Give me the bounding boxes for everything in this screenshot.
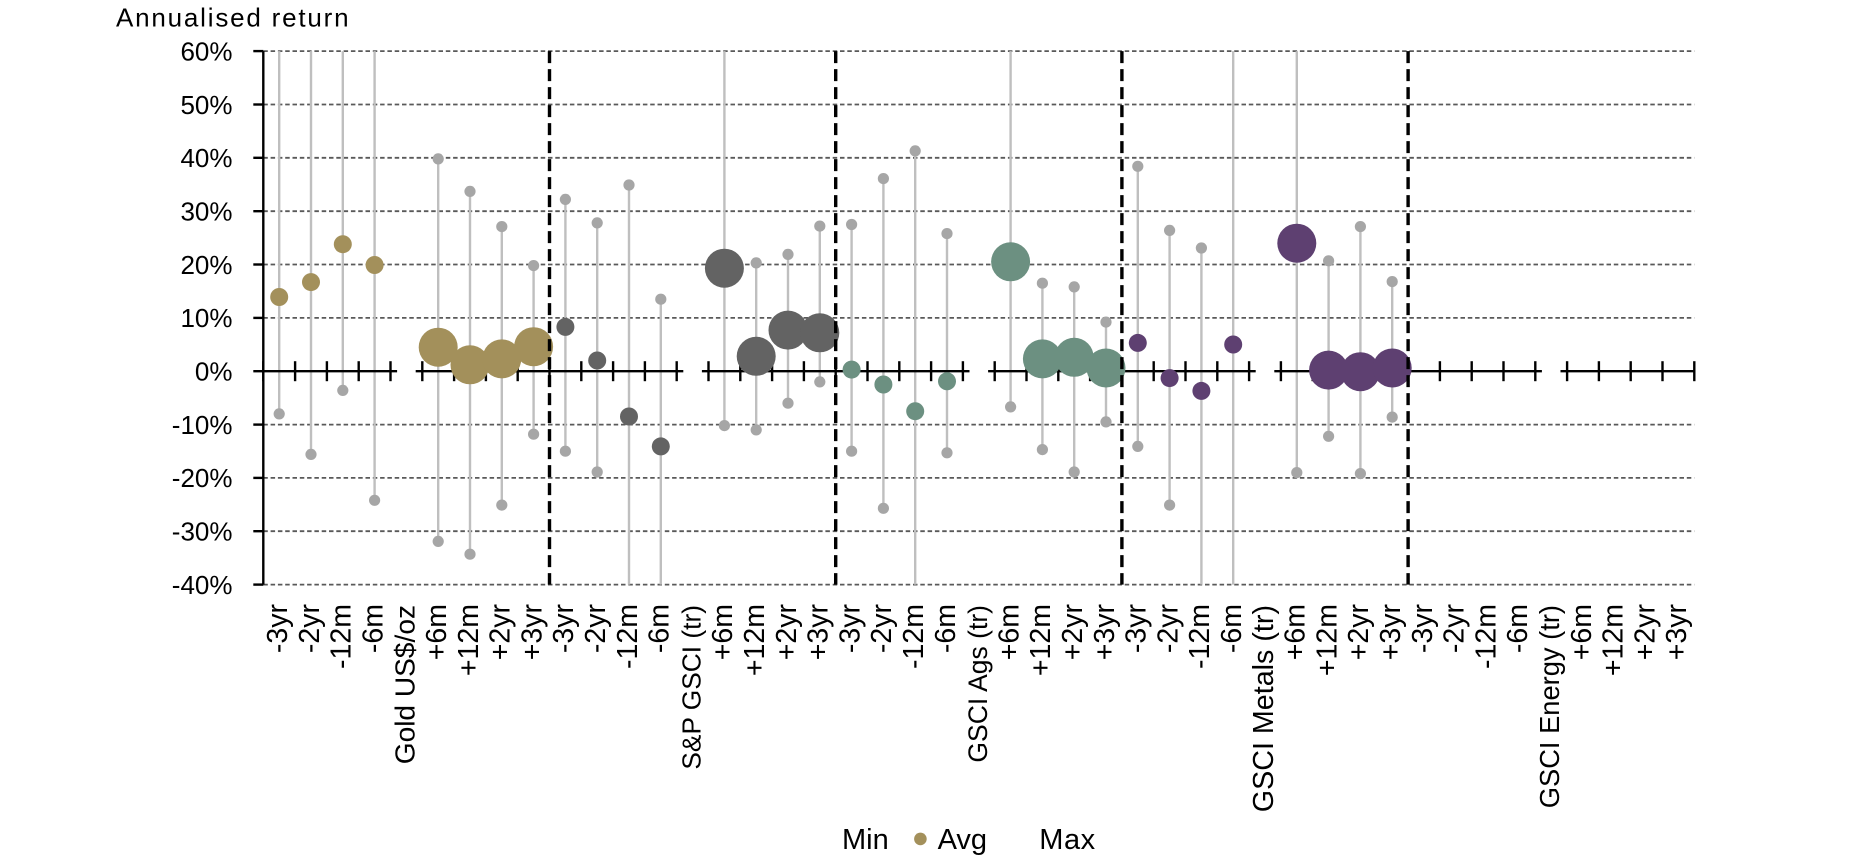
svg-text:+12m: +12m — [739, 604, 771, 676]
svg-text:+2yr: +2yr — [1629, 604, 1661, 661]
svg-text:-12m: -12m — [326, 604, 358, 669]
svg-text:0%: 0% — [195, 357, 233, 387]
svg-text:-2yr: -2yr — [866, 604, 898, 654]
svg-text:+2yr: +2yr — [485, 604, 517, 661]
svg-text:-6m: -6m — [357, 604, 389, 653]
svg-text:-12m: -12m — [898, 604, 930, 669]
svg-text:20%: 20% — [180, 250, 232, 280]
svg-text:+12m: +12m — [453, 604, 485, 676]
svg-text:+2yr: +2yr — [771, 604, 803, 661]
svg-text:-3yr: -3yr — [548, 604, 580, 654]
svg-text:-3yr: -3yr — [1121, 604, 1153, 654]
svg-text:+2yr: +2yr — [1057, 604, 1089, 661]
svg-text:-2yr: -2yr — [294, 604, 326, 654]
svg-text:+6m: +6m — [993, 604, 1025, 660]
svg-text:+12m: +12m — [1598, 604, 1630, 676]
svg-text:-6m: -6m — [1502, 604, 1534, 653]
svg-text:+3yr: +3yr — [1375, 604, 1407, 661]
svg-text:Annualised return: Annualised return — [116, 3, 350, 33]
svg-text:GSCI Energy (tr): GSCI Energy (tr) — [1534, 605, 1565, 808]
svg-text:40%: 40% — [180, 143, 232, 173]
svg-text:-3yr: -3yr — [834, 604, 866, 654]
svg-text:-12m: -12m — [612, 604, 644, 669]
svg-text:+3yr: +3yr — [803, 604, 835, 661]
svg-text:+6m: +6m — [707, 604, 739, 660]
svg-text:Min: Min — [842, 824, 889, 856]
svg-text:Gold US$/oz: Gold US$/oz — [389, 605, 420, 764]
svg-text:-30%: -30% — [172, 517, 233, 547]
svg-text:-12m: -12m — [1184, 604, 1216, 669]
svg-text:+3yr: +3yr — [516, 604, 548, 661]
svg-text:-20%: -20% — [172, 463, 233, 493]
svg-text:-6m: -6m — [930, 604, 962, 653]
svg-text:-3yr: -3yr — [262, 604, 294, 654]
svg-text:+2yr: +2yr — [1343, 604, 1375, 661]
svg-text:-2yr: -2yr — [1439, 604, 1471, 654]
svg-text:GSCI Ags (tr): GSCI Ags (tr) — [963, 605, 993, 763]
svg-text:-6m: -6m — [1216, 604, 1248, 653]
svg-text:+6m: +6m — [1566, 604, 1598, 660]
svg-text:S&P GSCI (tr): S&P GSCI (tr) — [677, 605, 707, 770]
svg-text:+12m: +12m — [1025, 604, 1057, 676]
svg-text:30%: 30% — [180, 197, 232, 227]
svg-text:50%: 50% — [180, 90, 232, 120]
svg-text:-2yr: -2yr — [580, 604, 612, 654]
svg-text:-40%: -40% — [172, 570, 233, 600]
svg-text:+12m: +12m — [1311, 604, 1343, 676]
svg-text:-12m: -12m — [1470, 604, 1502, 669]
svg-text:+3yr: +3yr — [1089, 604, 1121, 661]
svg-text:-2yr: -2yr — [1152, 604, 1184, 654]
svg-text:Max: Max — [1039, 824, 1095, 856]
svg-text:-6m: -6m — [644, 604, 676, 653]
svg-text:+6m: +6m — [1280, 604, 1312, 660]
svg-text:+6m: +6m — [421, 604, 453, 660]
svg-text:Avg: Avg — [938, 824, 987, 856]
svg-text:60%: 60% — [180, 36, 232, 66]
svg-text:-3yr: -3yr — [1407, 604, 1439, 654]
svg-text:10%: 10% — [180, 303, 232, 333]
svg-text:GSCI Metals (tr): GSCI Metals (tr) — [1248, 605, 1280, 812]
svg-text:+3yr: +3yr — [1661, 604, 1693, 661]
svg-text:-10%: -10% — [172, 410, 233, 440]
